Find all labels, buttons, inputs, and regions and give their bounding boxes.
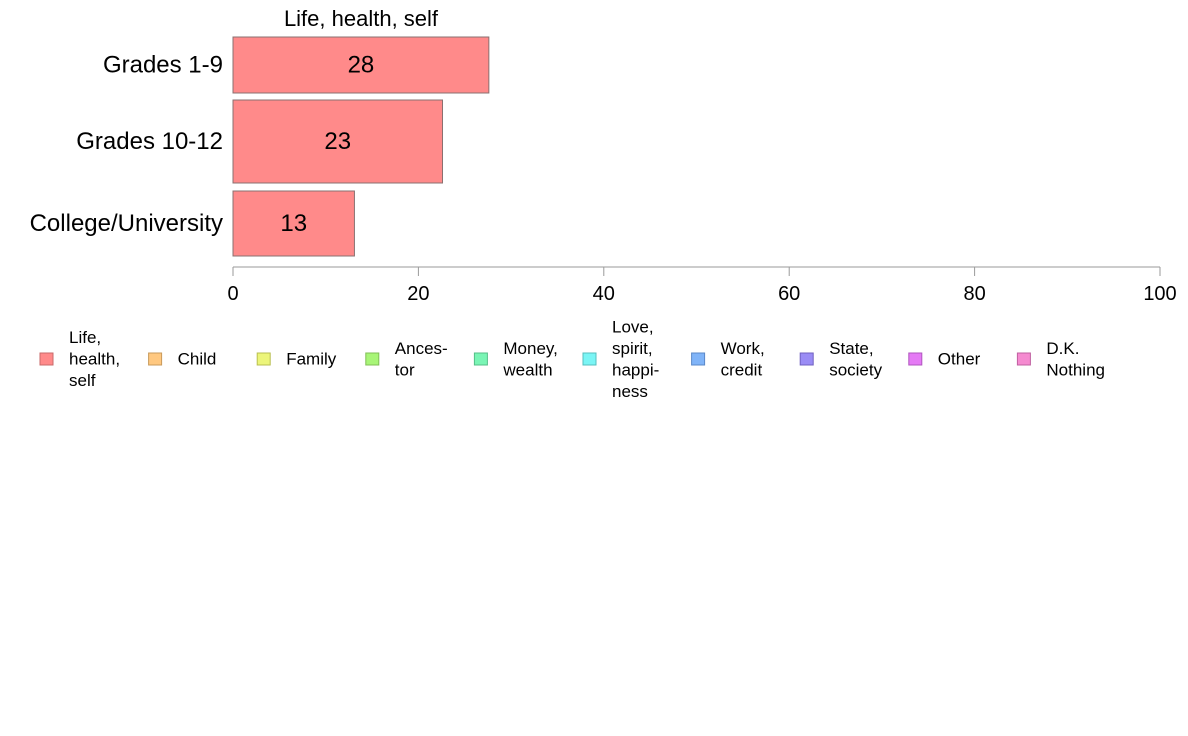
- legend-swatch: [256, 352, 271, 366]
- data-label: 13: [280, 210, 307, 237]
- legend-item: D.K. Nothing: [1016, 339, 1105, 379]
- legend-swatch: [39, 352, 54, 366]
- x-tick-label: 100: [1143, 283, 1176, 305]
- legend-item: State, society: [799, 339, 883, 379]
- legend-label: Life,: [69, 328, 101, 347]
- legend-label: health,: [69, 350, 120, 369]
- x-tick-label: 20: [407, 283, 429, 305]
- legend-swatch: [799, 352, 814, 366]
- legend-label: Ances-: [395, 339, 448, 358]
- legend-label: D.K.: [1046, 339, 1079, 358]
- legend-label: tor: [395, 360, 415, 379]
- bar: [232, 190, 355, 257]
- legend-label: self: [69, 371, 96, 390]
- x-tick-label: 0: [227, 283, 238, 305]
- legend-label: Love,: [612, 317, 654, 336]
- legend-label: happi-: [612, 360, 659, 379]
- legend-item: Love, spirit, happi-ness: [582, 317, 659, 401]
- bar: [232, 99, 444, 184]
- data-label: 28: [348, 52, 375, 79]
- data-label: 23: [324, 128, 351, 155]
- legend-label: Money,: [503, 339, 558, 358]
- legend-label: credit: [721, 360, 763, 379]
- legend-item: Money, wealth: [473, 339, 558, 379]
- legend-label: wealth: [502, 360, 552, 379]
- legend-label: State,: [829, 339, 873, 358]
- legend-swatch: [148, 352, 163, 366]
- series-title: Life, health, self: [284, 6, 439, 31]
- legend-item: Family: [256, 350, 337, 369]
- x-axis: 0 20 40 60 80 100: [227, 266, 1177, 305]
- legend-label: ness: [612, 382, 648, 401]
- legend-item: Life, health, self: [39, 328, 120, 390]
- category-label: Grades 1-9: [103, 52, 223, 79]
- legend-item: Ances-tor: [365, 339, 448, 379]
- category-label: Grades 10-12: [76, 128, 223, 155]
- x-tick-label: 40: [593, 283, 615, 305]
- legend-swatch: [582, 352, 597, 366]
- legend-item: Work, credit: [691, 339, 765, 379]
- legend-label: Other: [938, 350, 981, 369]
- legend-label: Work,: [721, 339, 765, 358]
- legend-label: Family: [286, 350, 337, 369]
- legend-label: spirit,: [612, 339, 653, 358]
- legend-swatch: [908, 352, 923, 366]
- legend-label: society: [829, 360, 882, 379]
- legend-swatch: [473, 352, 488, 366]
- legend-swatch: [365, 352, 380, 366]
- legend-swatch: [691, 352, 706, 366]
- x-tick-label: 80: [963, 283, 985, 305]
- category-label: College/University: [30, 210, 223, 237]
- legend-label: Child: [178, 350, 217, 369]
- legend-item: Other: [908, 350, 981, 369]
- legend: Life, health, self Child Family Ances-tor Mone…: [39, 317, 1105, 401]
- bar: [232, 36, 490, 94]
- bars-layer: Grades 1-9 28 Grades 10-12 23 College/Univer…: [30, 36, 490, 257]
- legend-item: Child: [148, 350, 217, 369]
- legend-swatch: [1016, 352, 1031, 366]
- x-tick-label: 60: [778, 283, 800, 305]
- legend-label: Nothing: [1046, 360, 1105, 379]
